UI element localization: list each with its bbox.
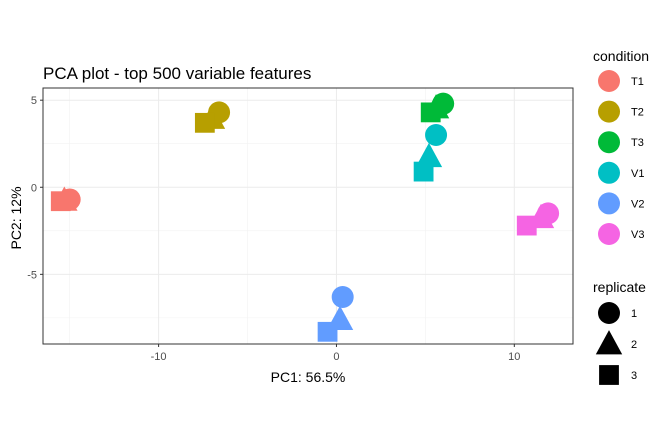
y-tick-label: -5 — [27, 269, 37, 281]
plot-panel — [42, 87, 574, 345]
x-tick-label: 0 — [333, 351, 339, 363]
data-points — [50, 92, 560, 342]
legend-label-t2: T2 — [631, 107, 644, 119]
point-t1-rep3 — [50, 191, 71, 212]
legend-label-v1: V1 — [631, 168, 644, 180]
x-axis-ticks: -10 0 10 — [151, 344, 520, 363]
condition-legend: condition T1 T2 T3 V1 V2 V3 — [593, 48, 649, 245]
legend-label-v2: V2 — [631, 198, 644, 210]
point-v3-rep3 — [516, 215, 537, 236]
legend-key-replicate-2 — [595, 330, 623, 355]
point-v2-rep3 — [317, 321, 338, 342]
point-v1-rep3 — [413, 161, 434, 182]
legend-key-v3 — [598, 223, 620, 245]
legend-label-replicate-2: 2 — [631, 339, 637, 351]
legend-label-t1: T1 — [631, 76, 644, 88]
legend-key-replicate-3 — [599, 365, 619, 385]
legend-key-t1 — [598, 70, 620, 92]
point-v1-rep2 — [415, 142, 443, 168]
legend-key-v1 — [598, 161, 620, 184]
legend-label-replicate-3: 3 — [631, 370, 637, 382]
legend-key-replicate-1 — [598, 302, 620, 324]
x-tick-label: -10 — [151, 351, 167, 363]
legend-key-t2 — [598, 100, 620, 123]
y-axis-ticks: -5 0 5 — [27, 95, 43, 281]
chart-title: PCA plot - top 500 variable features — [43, 64, 311, 83]
replicate-legend-title: replicate — [593, 279, 646, 295]
point-t2-rep3 — [194, 112, 215, 133]
panel-border — [42, 87, 574, 345]
replicate-legend: replicate 1 2 3 — [593, 279, 646, 385]
legend-label-v3: V3 — [631, 229, 644, 241]
x-tick-label: 10 — [508, 351, 520, 363]
condition-legend-title: condition — [593, 48, 649, 64]
y-axis-title: PC2: 12% — [8, 186, 24, 249]
legend-key-v2 — [598, 192, 620, 215]
y-tick-label: 0 — [31, 182, 37, 194]
point-v2-rep1 — [331, 285, 354, 308]
point-v1-rep1 — [425, 124, 448, 147]
x-axis-title: PC1: 56.5% — [271, 369, 346, 385]
panel-background — [43, 88, 573, 344]
legend-label-replicate-1: 1 — [631, 308, 637, 320]
legend-key-t3 — [598, 131, 620, 154]
point-t3-rep3 — [420, 102, 441, 123]
y-tick-label: 5 — [31, 95, 37, 107]
legend-label-t3: T3 — [631, 137, 644, 149]
